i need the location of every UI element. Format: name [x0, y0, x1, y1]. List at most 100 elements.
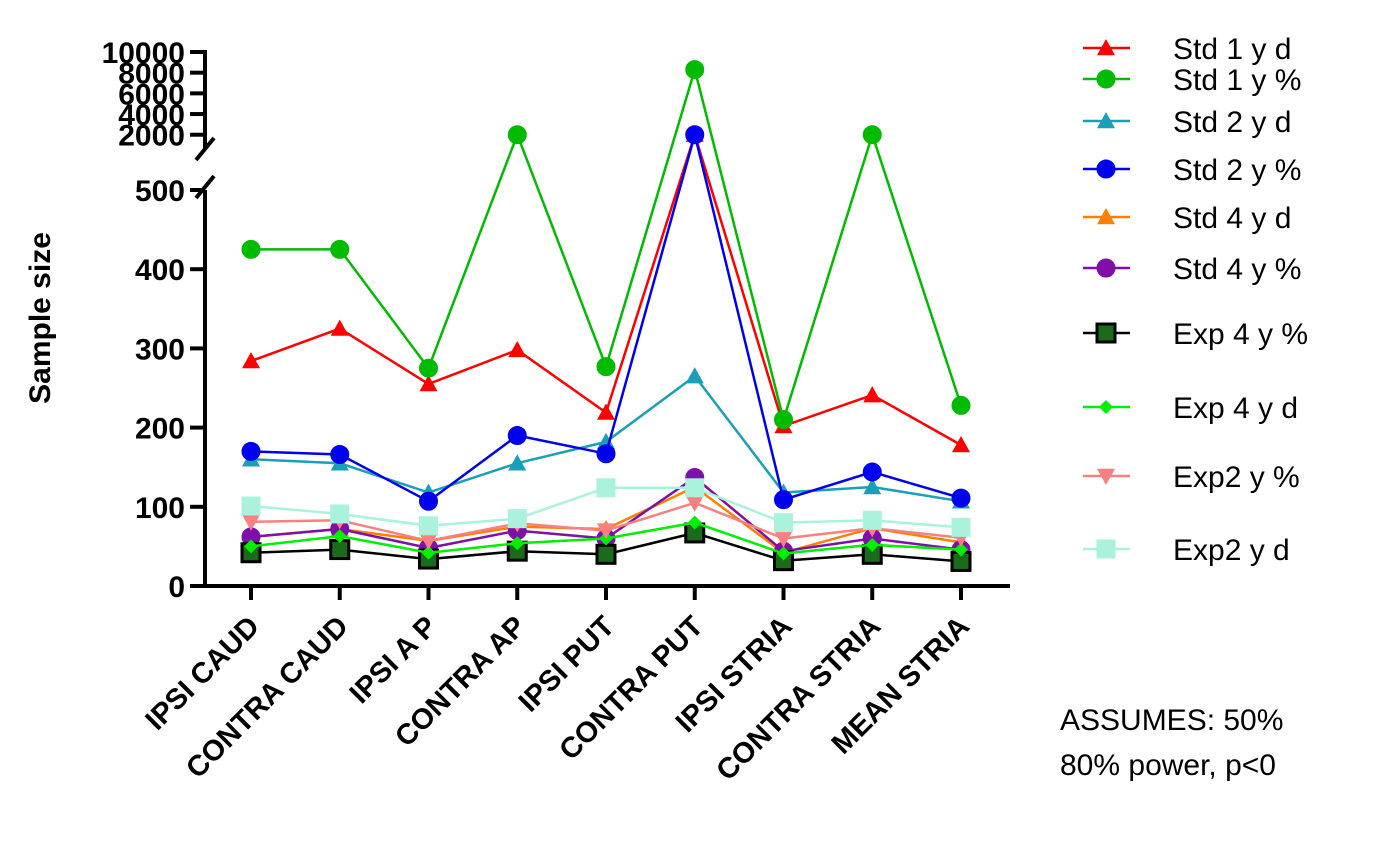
legend-entry: Std 1 y %	[1083, 64, 1301, 97]
legend-marker	[1096, 539, 1116, 559]
series-7	[244, 515, 968, 561]
y-tick-label: 10000	[102, 37, 185, 70]
legend-label: Std 2 y %	[1173, 154, 1301, 187]
series-line	[250, 531, 962, 563]
data-point	[421, 545, 436, 560]
series-line	[251, 69, 963, 421]
data-point	[330, 504, 350, 524]
data-point	[595, 543, 617, 565]
data-point	[774, 531, 793, 548]
annotation-line-2: 80% power, p<0	[1060, 749, 1276, 782]
legend-label: Exp 4 y %	[1173, 318, 1308, 351]
y-tick-label: 200	[135, 413, 185, 446]
y-tick-label: 400	[135, 254, 185, 287]
data-point	[242, 352, 260, 369]
x-tick-label: CONTRA STRIA	[710, 610, 887, 787]
data-point	[241, 441, 261, 461]
legend-label: Std 1 y d	[1173, 33, 1291, 66]
series-9	[241, 478, 971, 537]
data-point	[774, 513, 793, 533]
legend-marker	[1097, 208, 1115, 225]
data-point	[685, 60, 705, 80]
series-3	[241, 125, 971, 511]
data-point	[687, 515, 702, 530]
data-point	[862, 125, 882, 145]
y-tick-label: 2000	[118, 120, 185, 153]
data-point	[329, 539, 351, 561]
legend-marker	[1097, 468, 1115, 485]
legend-entry: Std 2 y %	[1083, 154, 1301, 187]
data-point	[419, 491, 438, 511]
series-line	[250, 134, 962, 503]
data-point	[863, 386, 882, 403]
data-point	[419, 533, 438, 550]
data-point	[508, 454, 527, 471]
data-point	[332, 529, 347, 544]
data-point	[597, 523, 615, 540]
data-point	[685, 367, 704, 384]
legend-label: Exp2 y d	[1173, 534, 1290, 567]
legend-entry: Exp2 y d	[1083, 534, 1290, 567]
data-point	[685, 495, 704, 512]
axes: 0100200300400500200040006000800010000IPS…	[102, 37, 1010, 787]
legend-entry: Std 4 y d	[1083, 202, 1291, 235]
series-line	[250, 501, 962, 543]
series-1	[241, 60, 971, 430]
legend-entry: Std 2 y d	[1083, 106, 1291, 139]
data-point	[242, 514, 260, 531]
legend-marker	[1097, 39, 1115, 56]
data-point	[596, 478, 616, 498]
legend-label: Exp 4 y d	[1173, 392, 1298, 425]
data-point	[776, 546, 791, 561]
data-point	[954, 542, 968, 557]
legend-entry: Exp 4 y d	[1083, 392, 1298, 425]
annotation-line-1: ASSUMES: 50%	[1060, 704, 1283, 737]
legend-label: Std 2 y d	[1173, 106, 1291, 139]
x-tick-label: CONTRA CAUD	[180, 610, 355, 785]
series-group	[240, 60, 972, 572]
legend-marker	[1096, 159, 1116, 179]
legend-entry: Std 4 y %	[1083, 253, 1301, 286]
data-point	[952, 436, 970, 453]
data-point	[330, 239, 350, 259]
data-point	[774, 410, 793, 430]
data-point	[951, 517, 971, 537]
data-point	[862, 510, 882, 530]
y-tick-label: 300	[135, 333, 185, 366]
data-point	[863, 478, 882, 495]
series-line	[250, 521, 962, 555]
legend-marker	[1096, 258, 1116, 278]
data-point	[507, 125, 527, 145]
y-tick-label: 8000	[118, 58, 185, 91]
series-line	[250, 476, 962, 553]
legend-marker	[1097, 112, 1115, 129]
legend-label: Exp2 y %	[1173, 461, 1300, 494]
data-point	[685, 478, 705, 498]
data-point	[596, 444, 616, 464]
data-point	[419, 516, 438, 536]
data-point	[330, 445, 350, 465]
y-tick-label: 100	[135, 492, 185, 525]
data-point	[862, 462, 882, 482]
legend-label: Std 4 y %	[1173, 253, 1301, 286]
axis-break-mark-upper	[194, 136, 216, 162]
y-tick-label: 500	[135, 175, 185, 208]
axis-break-mark-lower	[194, 174, 216, 200]
data-point	[507, 509, 527, 529]
data-point	[685, 125, 705, 145]
legend-marker	[1096, 69, 1116, 89]
data-point	[241, 239, 261, 259]
data-point	[244, 539, 258, 554]
y-tick-label: 0	[168, 571, 185, 604]
y-tick-label: 4000	[118, 99, 185, 132]
data-point	[865, 537, 880, 552]
data-point	[774, 490, 793, 510]
data-point	[419, 375, 438, 392]
data-point	[951, 395, 971, 415]
data-point	[419, 358, 438, 378]
legend-entry: Exp2 y %	[1083, 461, 1300, 494]
y-axis-title: Sample size	[24, 232, 57, 404]
data-point	[510, 536, 525, 551]
